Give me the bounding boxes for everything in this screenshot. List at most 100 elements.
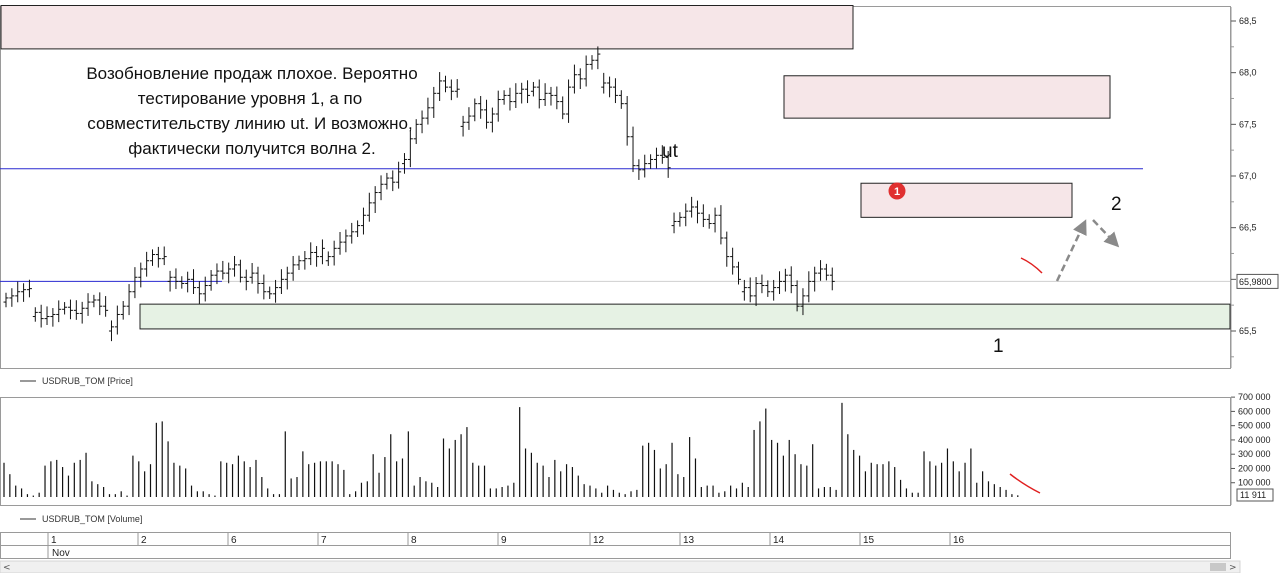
price-bar <box>431 86 437 118</box>
price-trend-line <box>1020 257 1043 274</box>
price-bar <box>829 267 835 291</box>
forecast-arrows <box>1055 219 1120 282</box>
price-bar <box>91 294 97 308</box>
price-bar <box>319 239 325 265</box>
price-bar <box>15 281 21 303</box>
price-bar <box>566 79 572 123</box>
price-bar <box>683 203 689 227</box>
price-bar <box>577 68 583 89</box>
price-bar <box>267 286 273 299</box>
price-bar <box>689 196 695 218</box>
volume-bars <box>3 402 1019 497</box>
price-bar <box>331 240 337 266</box>
price-bar <box>624 96 630 146</box>
price-bar <box>103 296 109 317</box>
price-bar <box>730 247 736 275</box>
price-bar <box>724 231 730 267</box>
price-tick-label: 66,5 <box>1239 223 1257 233</box>
price-bar <box>712 207 718 233</box>
price-bar <box>806 271 812 303</box>
price-bar <box>290 255 296 281</box>
price-bar <box>126 284 132 316</box>
scroll-left-icon[interactable]: < <box>3 563 11 573</box>
price-bar <box>589 55 595 70</box>
price-tick-label: 68,5 <box>1239 16 1257 26</box>
price-bar <box>548 86 554 106</box>
price-zone-2 <box>783 75 1111 119</box>
price-bar <box>419 110 425 134</box>
volume-tick-label: 100 000 <box>1238 478 1271 488</box>
last-price-box <box>1236 273 1279 289</box>
price-bar <box>407 129 413 168</box>
volume-tick-label: 300 000 <box>1238 449 1271 459</box>
volume-tick-label: 500 000 <box>1238 421 1271 431</box>
volume-tick-label: 400 000 <box>1238 435 1271 445</box>
price-bar <box>642 154 648 178</box>
price-bar <box>73 300 79 320</box>
price-bar <box>232 255 238 277</box>
price-bar <box>9 288 15 307</box>
price-bar <box>220 260 226 280</box>
price-bar <box>489 107 495 133</box>
price-bar <box>343 229 349 253</box>
price-bar <box>612 78 618 104</box>
price-bar <box>630 126 636 173</box>
price-bar <box>349 222 355 244</box>
price-bar <box>273 279 279 303</box>
price-bar <box>366 192 372 222</box>
price-bar <box>67 299 73 320</box>
price-bar <box>472 98 478 122</box>
time-axis-day-label: 15 <box>863 535 875 546</box>
volume-axis: 700 000 600 000 500 000 400 000 300 000 200 0… <box>1230 392 1274 505</box>
price-levels <box>0 168 1230 282</box>
price-bar <box>448 79 454 101</box>
price-zone-4 <box>139 303 1231 330</box>
price-bar <box>618 90 624 109</box>
price-bar <box>32 307 38 322</box>
price-bar <box>384 172 390 190</box>
horizontal-scrollbar[interactable]: < > <box>0 560 1241 573</box>
price-bar <box>302 251 308 270</box>
price-bar <box>378 175 384 201</box>
price-bar <box>196 281 202 304</box>
price-bar <box>753 277 759 306</box>
price-bar <box>413 119 419 144</box>
scrollbar-thumb[interactable] <box>1210 563 1226 571</box>
price-zone-1 <box>0 5 854 50</box>
price-bar <box>513 83 519 109</box>
price-bar <box>62 302 68 315</box>
price-bar <box>226 262 232 284</box>
price-legend: USDRUB_TOM [Price] <box>20 376 133 386</box>
price-zones <box>0 5 1231 330</box>
price-bar <box>360 207 366 235</box>
scroll-right-icon[interactable]: > <box>1229 563 1237 573</box>
price-bar <box>255 266 261 294</box>
price-bar <box>530 81 536 97</box>
price-tick-label: 67,0 <box>1239 171 1257 181</box>
time-axis-day-label: 13 <box>683 535 695 546</box>
wave-2-label: 2 <box>1111 194 1122 215</box>
price-bar <box>554 86 560 110</box>
volume-overlay <box>1009 473 1041 494</box>
price-bar <box>571 64 577 94</box>
volume-tick-label: 700 000 <box>1238 392 1271 402</box>
price-bar <box>21 283 27 302</box>
annotation-line: тестирование уровня 1, а по <box>138 89 362 108</box>
price-bar <box>114 305 120 335</box>
price-bar <box>443 75 448 93</box>
price-bar <box>718 205 724 245</box>
time-axis-day-label: 2 <box>141 535 147 546</box>
price-bar <box>396 161 402 189</box>
price-axis: 68,568,067,567,066,566,065,565,9800 <box>1230 7 1279 368</box>
annotation-line: фактически получится волна 2. <box>128 139 376 158</box>
price-bar <box>466 107 472 130</box>
price-bar <box>278 269 284 295</box>
price-bar <box>560 96 566 120</box>
price-bar <box>85 293 91 316</box>
price-bar <box>601 72 607 94</box>
ut-label: ut <box>662 141 679 162</box>
last-volume-box <box>1236 488 1274 502</box>
price-bar <box>120 301 126 320</box>
price-bar <box>771 279 777 301</box>
